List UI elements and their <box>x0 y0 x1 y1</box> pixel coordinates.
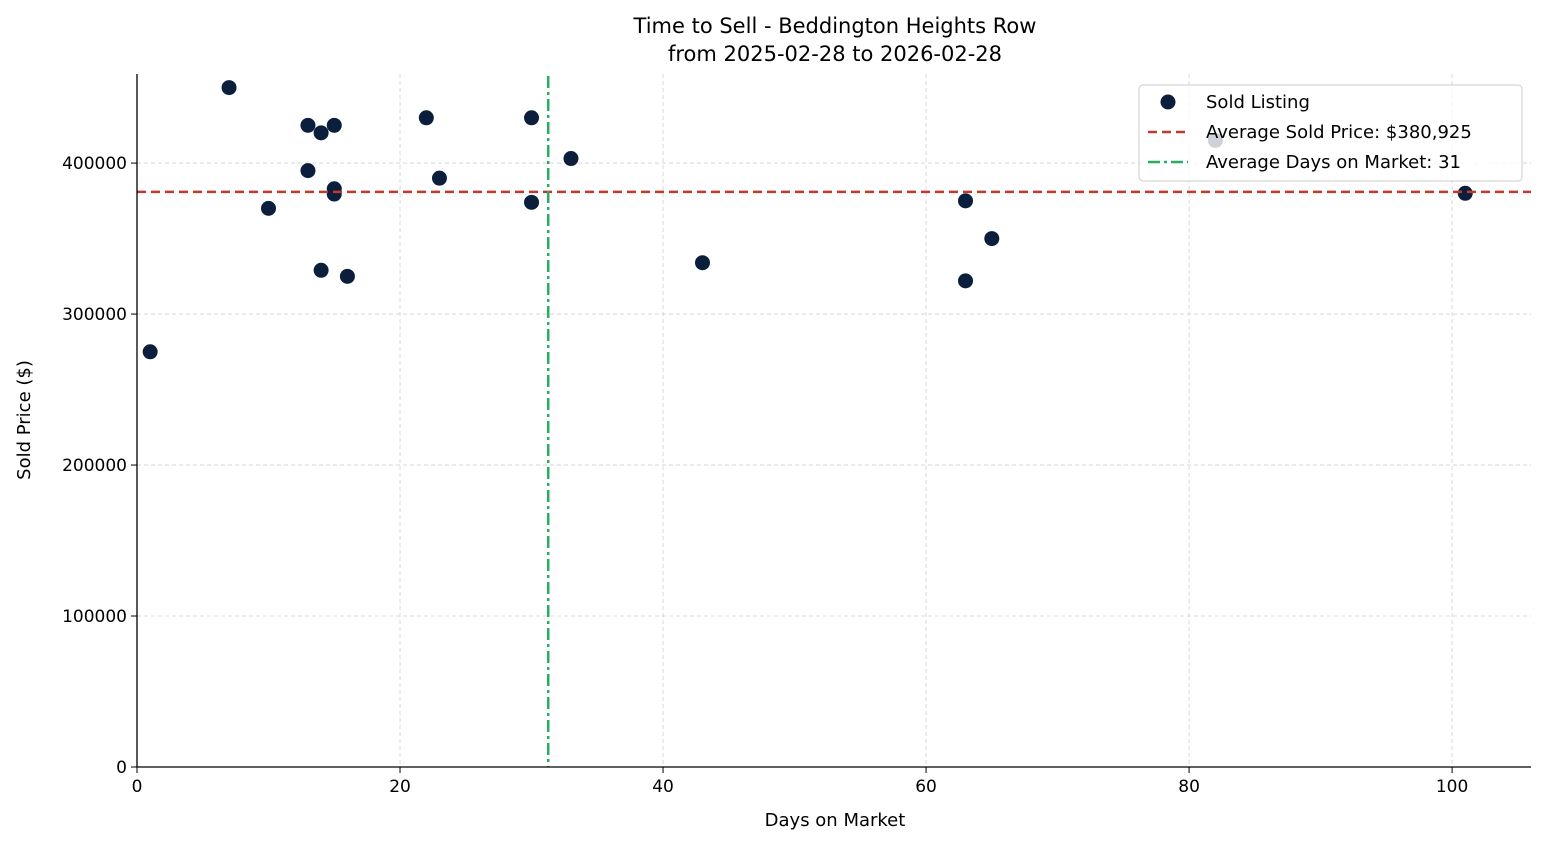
y-tick-label: 300000 <box>62 305 127 325</box>
data-point <box>339 268 355 284</box>
data-point <box>261 200 277 216</box>
legend: Sold Listing Average Sold Price: $380,925… <box>1138 84 1523 182</box>
data-point <box>958 273 974 289</box>
y-axis-label: Sold Price ($) <box>14 360 35 480</box>
x-tick-label: 60 <box>915 777 937 797</box>
x-tick-label: 40 <box>652 777 674 797</box>
y-tick-label: 100000 <box>62 607 127 627</box>
data-point <box>142 344 158 360</box>
data-point <box>313 125 329 141</box>
data-point <box>221 80 237 96</box>
legend-label-sold: Sold Listing <box>1206 92 1310 113</box>
chart-title: Time to Sell - Beddington Heights Row <box>633 14 1037 38</box>
x-axis-label: Days on Market <box>765 810 906 831</box>
x-tick-label: 80 <box>1178 777 1200 797</box>
data-point <box>958 193 974 209</box>
legend-marker-sold <box>1160 94 1176 110</box>
legend-label-avg-days: Average Days on Market: 31 <box>1206 152 1461 173</box>
data-point <box>431 170 447 186</box>
y-tick-label: 0 <box>116 758 127 778</box>
data-point <box>694 255 710 271</box>
data-point <box>300 163 316 179</box>
data-point <box>300 117 316 133</box>
data-point <box>418 110 434 126</box>
data-point <box>563 151 579 167</box>
chart-subtitle: from 2025-02-28 to 2026-02-28 <box>668 42 1002 66</box>
legend-box <box>1138 84 1523 182</box>
data-point <box>326 117 342 133</box>
data-point <box>313 262 329 278</box>
points <box>142 80 1473 360</box>
axes: 0 20 40 60 80 100 0 100000 200000 300000 400000 <box>62 74 1531 797</box>
data-point <box>326 186 342 202</box>
data-point <box>984 231 1000 247</box>
x-tick-label: 20 <box>389 777 411 797</box>
reference-lines <box>137 76 1531 767</box>
x-tick-label: 100 <box>1436 777 1468 797</box>
data-point <box>524 194 540 210</box>
data-point <box>524 110 540 126</box>
data-point <box>1457 185 1473 201</box>
grid <box>137 74 1531 767</box>
y-tick-label: 400000 <box>62 154 127 174</box>
legend-label-avg-price: Average Sold Price: $380,925 <box>1206 122 1472 143</box>
x-tick-label: 0 <box>132 777 143 797</box>
y-tick-label: 200000 <box>62 456 127 476</box>
